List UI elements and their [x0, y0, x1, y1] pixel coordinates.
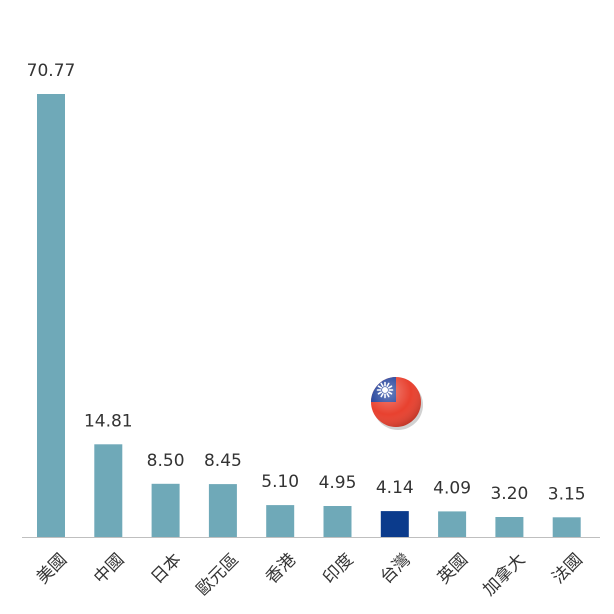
value-label-9: 3.15 — [548, 484, 586, 504]
value-label-8: 3.20 — [490, 484, 528, 504]
tick-label-8: 加拿大 — [479, 549, 530, 600]
tick-label-5: 印度 — [319, 550, 357, 588]
bar-7 — [438, 511, 467, 537]
value-label-6: 4.14 — [376, 478, 414, 498]
value-label-4: 5.10 — [261, 472, 299, 492]
tick-label-0: 美國 — [33, 550, 71, 588]
bar-3 — [208, 484, 237, 537]
bar-4 — [266, 505, 295, 537]
value-label-1: 14.81 — [84, 411, 133, 431]
tick-label-3: 歐元區 — [193, 550, 243, 600]
value-label-0: 70.77 — [27, 61, 76, 81]
value-label-5: 4.95 — [319, 473, 357, 493]
bars — [37, 94, 581, 537]
tick-labels: 美國 中國 日本 歐元區 香港 印度 台灣 英國 加拿大 法國 — [33, 549, 587, 600]
value-labels: 70.77 14.81 8.50 8.45 5.10 4.95 4.14 4.09 3.20 3.… — [27, 61, 586, 504]
value-label-2: 8.50 — [147, 451, 185, 471]
taiwan-flag-icon — [371, 377, 423, 430]
flag-gloss — [371, 377, 421, 427]
bar-8 — [495, 517, 524, 537]
tick-label-7: 英國 — [434, 550, 472, 588]
tick-label-1: 中國 — [90, 550, 128, 588]
bar-5 — [323, 506, 352, 537]
tick-label-6: 台灣 — [377, 550, 415, 588]
bar-9 — [552, 517, 581, 537]
bar-0 — [37, 94, 65, 537]
tick-label-9: 法國 — [549, 550, 587, 588]
bar-6 — [380, 511, 409, 537]
bar-2 — [151, 483, 180, 537]
tick-label-2: 日本 — [147, 550, 185, 588]
bar-1 — [94, 444, 123, 537]
value-label-3: 8.45 — [204, 451, 242, 471]
value-label-7: 4.09 — [433, 478, 471, 498]
tick-label-4: 香港 — [262, 550, 300, 588]
